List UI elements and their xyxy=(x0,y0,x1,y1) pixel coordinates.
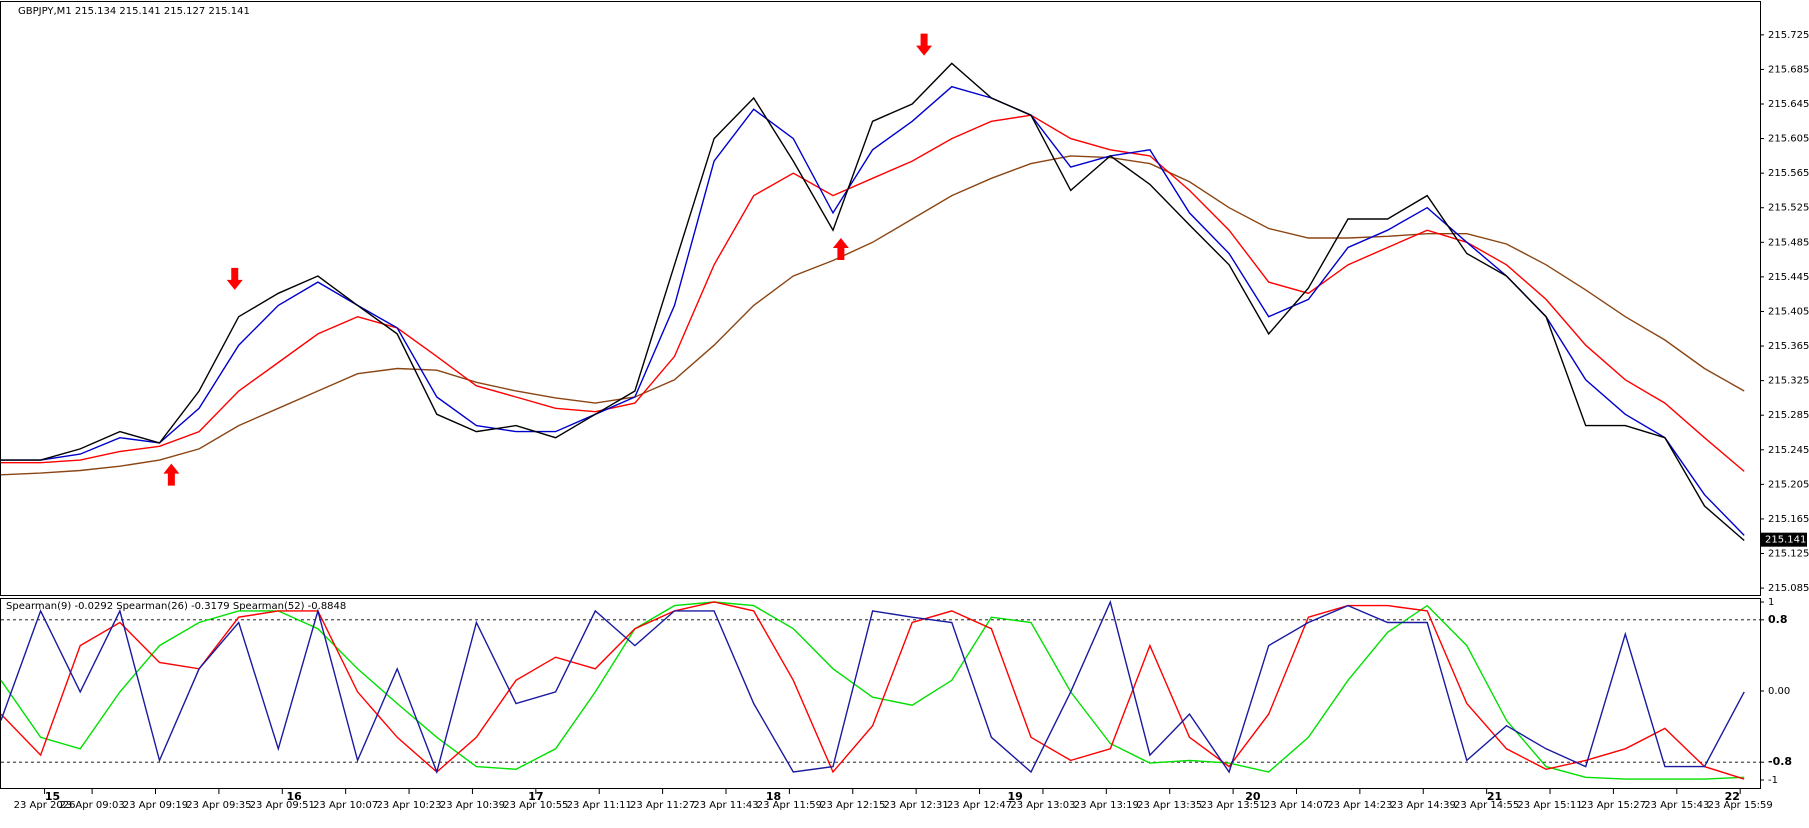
day-marker: 19 xyxy=(1008,790,1023,803)
x-tick-label: 23 Apr 11:27 xyxy=(630,800,695,811)
y-tick-label: 215.125 xyxy=(1768,549,1809,560)
x-tick-label: 23 Apr 15:11 xyxy=(1517,800,1582,811)
x-tick-label: 23 Apr 13:19 xyxy=(1074,800,1139,811)
series-line xyxy=(1,114,1745,472)
y-tick-label: -1 xyxy=(1768,775,1778,786)
x-tick-label: 23 Apr 13:35 xyxy=(1137,800,1202,811)
x-tick-label: 23 Apr 12:47 xyxy=(947,800,1012,811)
y-tick-label: 215.605 xyxy=(1768,134,1809,145)
y-tick-label: 215.645 xyxy=(1768,99,1809,110)
x-tick-label: 23 Apr 11:59 xyxy=(757,800,822,811)
y-tick-label: -0.8 xyxy=(1768,755,1792,768)
x-tick-label: 23 Apr 10:07 xyxy=(313,800,378,811)
x-tick-label: 23 Apr 11:43 xyxy=(693,800,758,811)
y-tick-label: 215.085 xyxy=(1768,583,1809,594)
day-marker: 20 xyxy=(1245,790,1261,803)
signal-arrow xyxy=(226,267,243,290)
x-tick-label: 23 Apr 12:15 xyxy=(820,800,885,811)
series-line xyxy=(1,85,1745,536)
day-marker: 16 xyxy=(287,790,303,803)
last-price-label: 215.141 xyxy=(1765,535,1806,546)
day-marker: 22 xyxy=(1725,790,1740,803)
x-tick-label: 23 Apr 09:03 xyxy=(60,800,125,811)
y-tick-label: 215.525 xyxy=(1768,203,1809,214)
x-tick-label: 23 Apr 15:59 xyxy=(1708,800,1773,811)
x-tick-label: 23 Apr 09:51 xyxy=(250,800,315,811)
x-tick-label: 23 Apr 14:07 xyxy=(1264,800,1329,811)
signal-arrow xyxy=(163,463,180,486)
y-tick-label: 215.565 xyxy=(1768,168,1809,179)
series-line xyxy=(0,599,1745,775)
x-tick-label: 23 Apr 13:51 xyxy=(1200,800,1265,811)
signal-arrow xyxy=(916,33,933,56)
y-tick-label: 0.00 xyxy=(1768,686,1790,697)
x-tick-label: 23 Apr 09:19 xyxy=(123,800,188,811)
x-tick-label: 23 Apr 2026 xyxy=(14,800,76,811)
oscillator-legend: Spearman(9) -0.0292 Spearman(26) -0.3179… xyxy=(6,601,346,612)
y-tick-label: 215.445 xyxy=(1768,272,1809,283)
y-tick-label: 215.485 xyxy=(1768,237,1809,248)
x-tick-label: 23 Apr 13:03 xyxy=(1010,800,1075,811)
y-tick-label: 0.8 xyxy=(1768,613,1788,626)
day-marker: 17 xyxy=(528,790,543,803)
x-tick-label: 23 Apr 15:43 xyxy=(1644,800,1709,811)
day-marker: 21 xyxy=(1487,790,1502,803)
x-tick-label: 23 Apr 10:23 xyxy=(376,800,441,811)
x-tick-label: 23 Apr 10:55 xyxy=(503,800,568,811)
y-tick-label: 215.405 xyxy=(1768,306,1809,317)
x-tick-label: 23 Apr 09:35 xyxy=(186,800,251,811)
y-tick-label: 215.685 xyxy=(1768,64,1809,75)
x-tick-label: 23 Apr 14:39 xyxy=(1391,800,1456,811)
series-line xyxy=(0,601,1745,780)
oscillator-panel-frame xyxy=(0,598,1761,789)
x-tick-label: 23 Apr 14:23 xyxy=(1327,800,1392,811)
x-tick-label: 23 Apr 11:11 xyxy=(567,800,632,811)
y-tick-label: 215.205 xyxy=(1768,479,1809,490)
chart-title: GBPJPY,M1 215.134 215.141 215.127 215.14… xyxy=(18,6,250,17)
y-tick-label: 215.245 xyxy=(1768,445,1809,456)
y-tick-label: 215.725 xyxy=(1768,30,1809,41)
y-tick-label: 1 xyxy=(1768,597,1774,608)
day-marker: 15 xyxy=(45,790,60,803)
series-line xyxy=(1,62,1745,542)
y-tick-label: 215.165 xyxy=(1768,514,1809,525)
x-tick-label: 23 Apr 10:39 xyxy=(440,800,505,811)
x-tick-label: 23 Apr 15:27 xyxy=(1581,800,1646,811)
day-marker: 18 xyxy=(766,790,781,803)
y-tick-label: 215.285 xyxy=(1768,410,1809,421)
x-tick-label: 23 Apr 12:31 xyxy=(884,800,949,811)
series-line xyxy=(0,601,1745,780)
signal-arrow xyxy=(832,237,849,260)
x-tick-label: 23 Apr 14:55 xyxy=(1454,800,1519,811)
main-panel-frame xyxy=(0,1,1761,596)
last-price-box xyxy=(1761,532,1807,547)
y-tick-label: 215.365 xyxy=(1768,341,1809,352)
y-tick-label: 215.325 xyxy=(1768,376,1809,387)
